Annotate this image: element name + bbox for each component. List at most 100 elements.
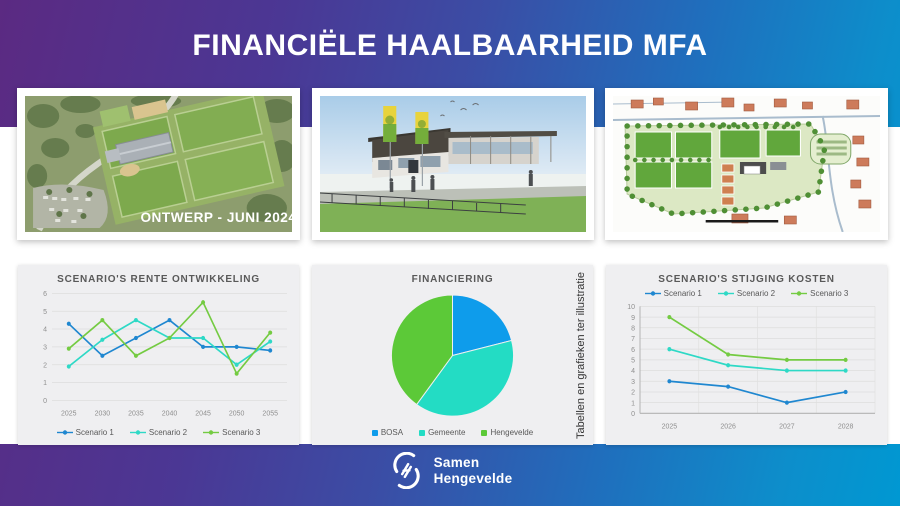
- svg-text:1: 1: [631, 398, 635, 407]
- legend-item: Scenario 1: [56, 428, 114, 437]
- data-point: [167, 318, 172, 323]
- data-point: [667, 379, 672, 384]
- svg-text:2035: 2035: [128, 408, 144, 417]
- svg-text:3: 3: [631, 377, 635, 386]
- data-point: [100, 353, 105, 358]
- legend-label: BOSA: [380, 428, 404, 437]
- sports-fields: [92, 96, 285, 225]
- svg-text:2025: 2025: [662, 421, 678, 430]
- svg-text:2028: 2028: [838, 421, 854, 430]
- legend-item: Scenario 1: [644, 289, 702, 298]
- football-pitches: [634, 129, 801, 189]
- legend-label: Hengevelde: [490, 428, 534, 437]
- svg-text:2: 2: [631, 387, 635, 396]
- parking-loops: [809, 133, 852, 165]
- legend-square-marker-icon: [419, 429, 426, 436]
- image-caption: ONTWERP - JUNI 2024: [140, 210, 292, 225]
- data-point: [784, 400, 789, 405]
- data-point: [100, 318, 105, 323]
- tree-border: [624, 121, 828, 217]
- chart-title: FINANCIERING: [411, 274, 494, 285]
- legend-line-marker-icon: [644, 291, 661, 296]
- pie-slice-bosa: [452, 294, 513, 357]
- data-point: [268, 339, 273, 344]
- svg-text:3: 3: [43, 342, 47, 351]
- svg-text:2050: 2050: [229, 408, 245, 417]
- data-point: [268, 330, 273, 335]
- svg-text:2025: 2025: [61, 408, 77, 417]
- data-point: [201, 335, 206, 341]
- svg-text:2040: 2040: [162, 408, 178, 417]
- series-line: [68, 319, 271, 368]
- legend-square-marker-icon: [481, 429, 488, 436]
- chart-legend-bottom: Scenario 1 Scenario 2 Scenario 3: [18, 426, 299, 439]
- site-plan-image: [613, 96, 880, 232]
- legend-label: Scenario 2: [148, 428, 188, 437]
- legend-item: Scenario 2: [129, 428, 188, 437]
- financiering-pie-chart: [391, 294, 514, 417]
- tree-rows: [632, 124, 803, 163]
- legend-item: Gemeente: [419, 428, 465, 437]
- clubhouse-render-image: [320, 96, 586, 232]
- legend-item: Scenario 3: [791, 289, 848, 298]
- data-point: [167, 335, 172, 341]
- fence: [320, 192, 526, 215]
- svg-text:0: 0: [43, 396, 47, 405]
- svg-text:2027: 2027: [779, 421, 795, 430]
- data-point: [66, 321, 71, 326]
- chart-panel-stijging-kosten: SCENARIO'S STIJGING KOSTEN Scenario 1 Sce…: [606, 265, 887, 445]
- scale-bar: [705, 220, 779, 223]
- svg-text:6: 6: [43, 289, 47, 298]
- chart-title: SCENARIO'S STIJGING KOSTEN: [658, 274, 835, 285]
- banner-flags: [383, 106, 429, 188]
- svg-text:2: 2: [43, 360, 47, 369]
- chart-legend-bottom: BOSA Gemeente Hengevelde: [312, 426, 593, 439]
- data-point: [268, 348, 273, 353]
- data-point: [201, 300, 206, 305]
- image-card-site-plan: [605, 88, 888, 240]
- svg-text:8: 8: [631, 323, 635, 332]
- neighbor-buildings: [630, 97, 872, 225]
- data-point: [784, 357, 789, 363]
- chart-panel-financiering: FINANCIERING BOSA Gemeente Hengevelde: [312, 265, 593, 445]
- chart-panel-rente-ontwikkeling: SCENARIO'S RENTE ONTWIKKELING 0 1 2 3 4 5 6 202…: [18, 265, 299, 445]
- data-point: [66, 364, 71, 369]
- data-point: [784, 368, 789, 373]
- pie-slice-gemeente: [415, 339, 514, 417]
- logo-text-line1: Samen: [433, 454, 480, 470]
- clubhouse-roof: [104, 131, 174, 177]
- data-point: [667, 347, 672, 352]
- legend-label: Gemeente: [428, 428, 466, 437]
- pie-slice-hengevelde: [391, 294, 453, 406]
- plan-buildings: [739, 162, 787, 175]
- disclaimer-vertical-text: Tabellen en grafieken ter illustratie: [567, 265, 595, 445]
- data-point: [133, 353, 138, 358]
- legend-label: Scenario 3: [222, 428, 261, 437]
- data-point: [726, 352, 731, 357]
- svg-text:2026: 2026: [720, 421, 736, 430]
- slide-title: FINANCIËLE HAALBAARHEID MFA: [192, 29, 708, 62]
- legend-line-marker-icon: [203, 430, 220, 435]
- legend-square-marker-icon: [371, 429, 378, 436]
- data-point: [726, 363, 731, 368]
- legend-label: Scenario 2: [736, 289, 776, 298]
- image-card-aerial-render: ONTWERP - JUNI 2024: [17, 88, 300, 240]
- data-point: [843, 357, 848, 363]
- data-point: [234, 362, 239, 367]
- svg-text:5: 5: [43, 307, 47, 316]
- svg-text:2030: 2030: [95, 408, 111, 417]
- legend-label: Scenario 1: [75, 428, 114, 437]
- birds: [440, 100, 479, 117]
- legend-line-marker-icon: [129, 430, 146, 435]
- data-point: [726, 384, 731, 389]
- data-point: [66, 346, 71, 351]
- series-line: [668, 316, 846, 361]
- legend-item: Hengevelde: [481, 428, 533, 437]
- courts: [721, 163, 735, 206]
- svg-text:9: 9: [631, 313, 635, 322]
- parking-lot: [33, 184, 108, 228]
- svg-text:6: 6: [631, 345, 635, 354]
- svg-text:10: 10: [627, 302, 635, 311]
- data-point: [234, 371, 239, 376]
